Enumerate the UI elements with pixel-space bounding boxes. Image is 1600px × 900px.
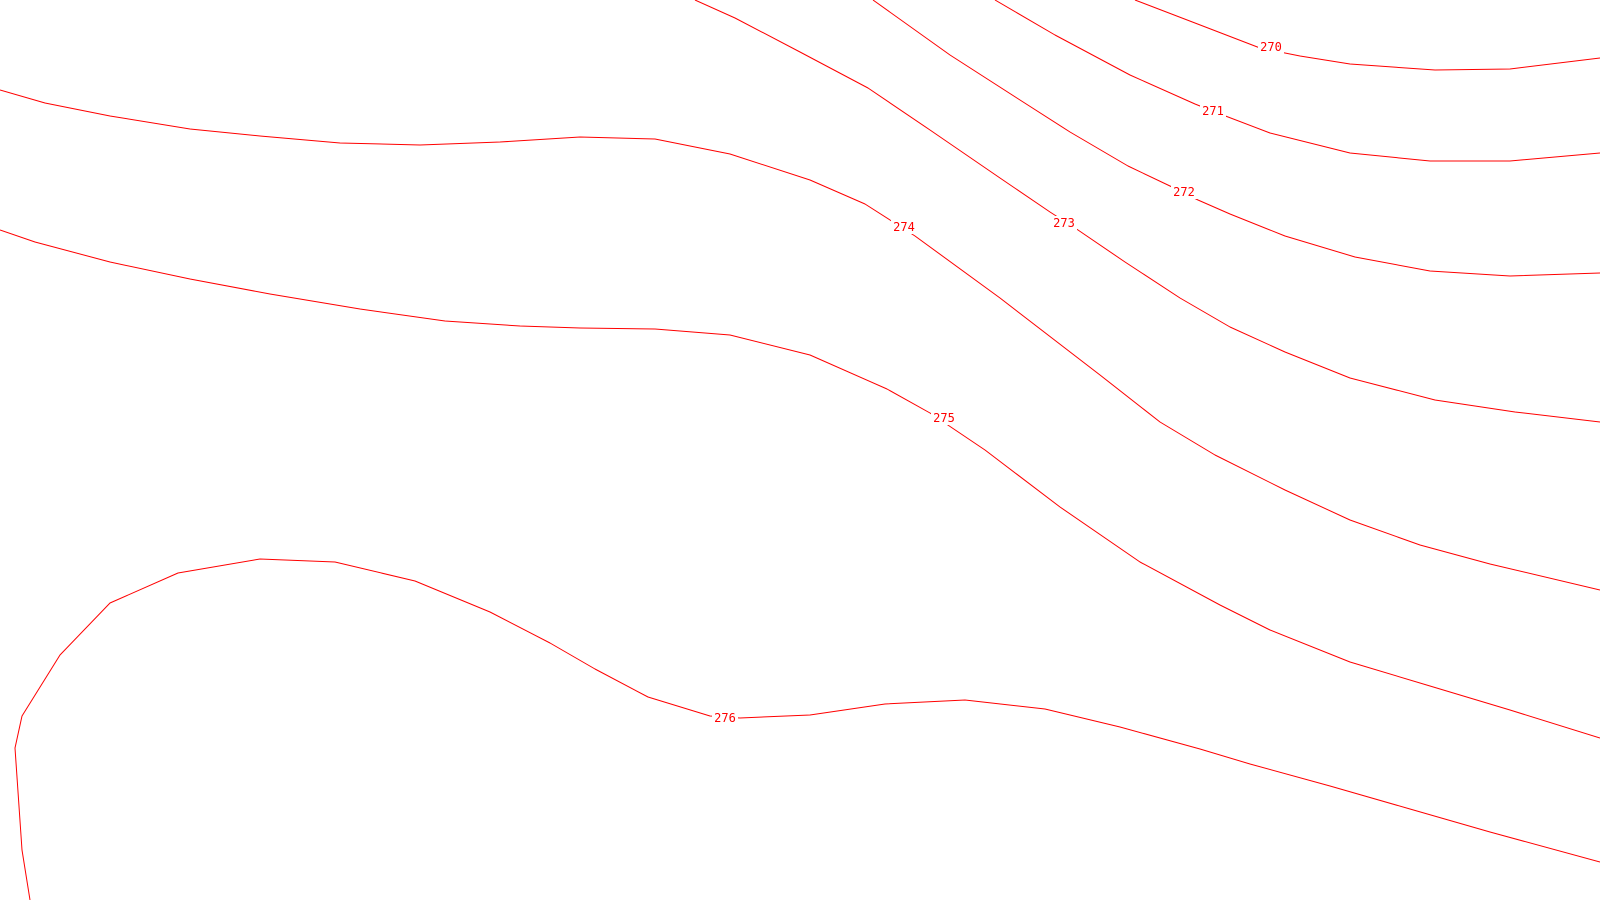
contour-label-272: 272	[1173, 185, 1195, 199]
contour-line-276	[14, 558, 1600, 900]
contour-label-273: 273	[1053, 216, 1075, 230]
label-halo-271	[1200, 104, 1226, 118]
label-halo-272	[1171, 185, 1197, 199]
label-halo-273	[1051, 216, 1077, 230]
contour-label-271: 271	[1202, 104, 1224, 118]
contour-label-274: 274	[893, 220, 915, 234]
contour-272: 272	[872, 0, 1600, 277]
contour-line-272	[872, 0, 1600, 277]
contour-label-276: 276	[714, 711, 736, 725]
contour-273: 273	[694, 0, 1600, 423]
contour-270: 270	[1134, 0, 1600, 71]
label-halo-276	[712, 711, 738, 725]
contour-label-270: 270	[1260, 40, 1282, 54]
contour-275: 275	[0, 229, 1600, 739]
contour-276: 276	[14, 558, 1600, 900]
contour-line-273	[694, 0, 1600, 423]
contour-label-275: 275	[933, 411, 955, 425]
contour-line-275	[0, 229, 1600, 739]
contour-274: 274	[0, 89, 1600, 591]
label-halo-274	[891, 220, 917, 234]
contour-line-270	[1134, 0, 1600, 71]
label-halo-275	[931, 411, 957, 425]
contour-line-274	[0, 89, 1600, 591]
contour-line-271	[994, 0, 1600, 162]
label-halo-270	[1258, 40, 1284, 54]
contour-271: 271	[994, 0, 1600, 162]
